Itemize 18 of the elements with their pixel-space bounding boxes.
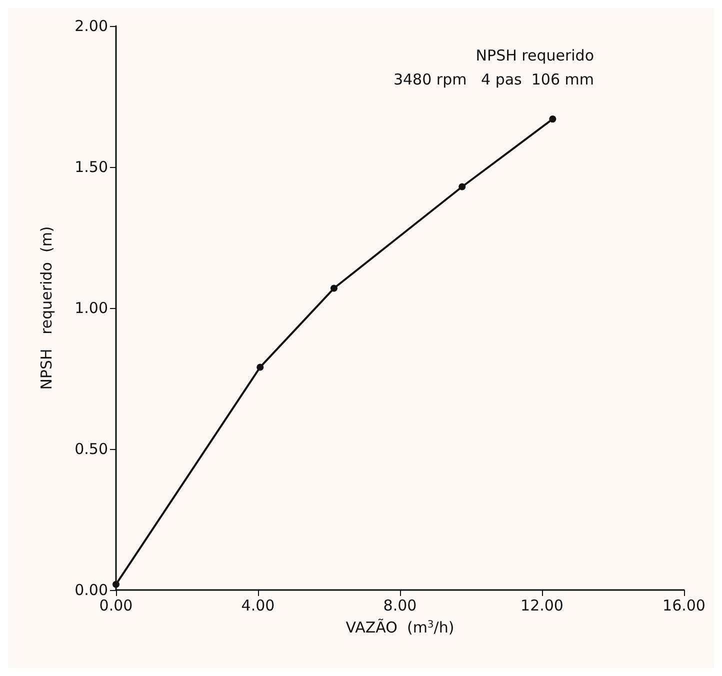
annotation: NPSH requerido bbox=[476, 46, 594, 64]
x-tick-label: 0.00 bbox=[99, 596, 133, 614]
point bbox=[549, 116, 556, 123]
x-tick-label: 4.00 bbox=[241, 596, 275, 614]
x-tick-label: 12.00 bbox=[520, 596, 564, 614]
y-axis-title: NPSH requerido (m) bbox=[38, 226, 56, 390]
x-tick-label: 8.00 bbox=[383, 596, 417, 614]
y-tick-label: 1.00 bbox=[74, 299, 108, 317]
point bbox=[458, 183, 466, 190]
point bbox=[112, 580, 120, 588]
point bbox=[256, 364, 264, 371]
x-tick-label: 16.00 bbox=[662, 596, 706, 614]
point bbox=[330, 284, 338, 292]
y-tick-label: 1.50 bbox=[74, 158, 108, 176]
y-tick-label: 0.50 bbox=[74, 440, 108, 458]
y-tick-label: 2.00 bbox=[74, 17, 108, 35]
y-tick-label: 0.00 bbox=[74, 581, 108, 599]
annotation: 3480 rpm 4 pas 106 mm bbox=[393, 70, 594, 88]
